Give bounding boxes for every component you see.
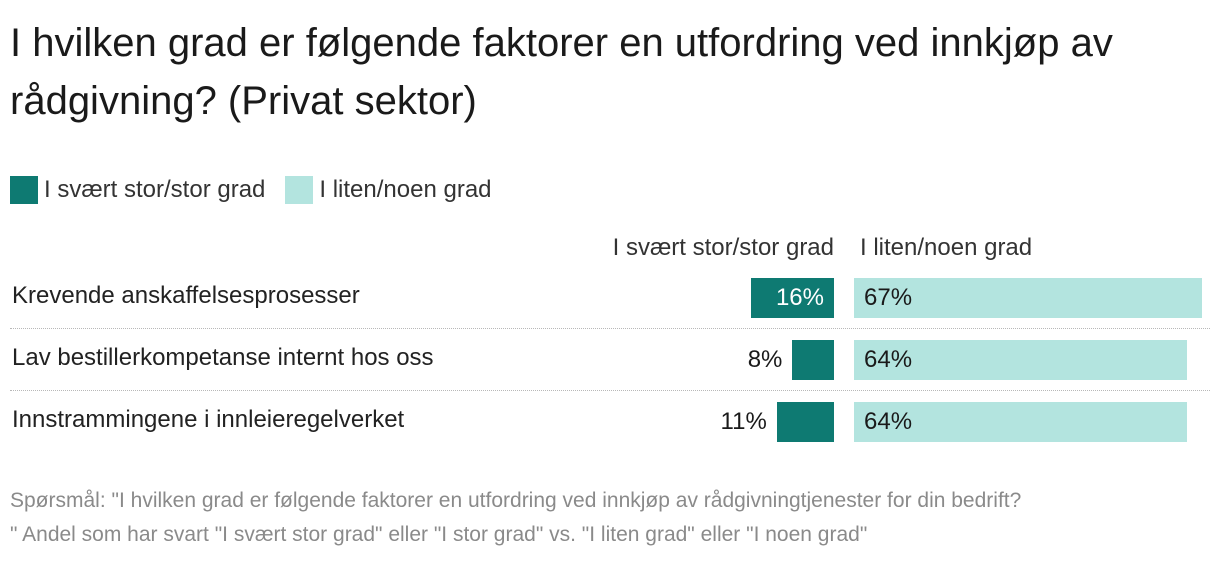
chart-title: I hvilken grad er følgende faktorer en u… <box>10 21 1113 123</box>
row-separator <box>10 328 1210 329</box>
legend-item-high: I svært stor/stor grad <box>10 176 265 204</box>
footnote: Spørsmål: "I hvilken grad er følgende fa… <box>10 484 1210 552</box>
legend-label-high: I svært stor/stor grad <box>44 176 266 203</box>
legend: I svært stor/stor grad I liten/noen grad <box>10 174 512 206</box>
legend-label-low: I liten/noen grad <box>319 176 492 203</box>
bar-high <box>792 340 834 380</box>
bar-high <box>776 402 834 442</box>
bar-low <box>854 278 1203 318</box>
legend-swatch-low <box>285 176 314 204</box>
bar-low <box>854 402 1187 442</box>
data-label-low: 67% <box>864 284 913 311</box>
legend-item-low: I liten/noen grad <box>285 176 492 204</box>
column-header-high: I svært stor/stor grad <box>612 234 834 261</box>
column-header-low: I liten/noen grad <box>860 234 1033 261</box>
bar-high <box>750 278 834 318</box>
data-label-low: 64% <box>864 346 913 373</box>
bar-low <box>854 340 1187 380</box>
footnote-line-1: Spørsmål: "I hvilken grad er følgende fa… <box>10 489 1022 512</box>
category-label: Lav bestillerkompetanse internt hos oss <box>12 344 434 371</box>
data-label-high: 8% <box>747 346 783 373</box>
legend-swatch-high <box>10 176 38 204</box>
row-separator <box>10 390 1210 391</box>
category-label: Krevende anskaffelsesprosesser <box>12 282 360 309</box>
data-label-low: 64% <box>864 408 913 435</box>
data-label-high: 16% <box>775 284 824 311</box>
data-label-high: 11% <box>720 408 767 435</box>
category-label: Innstrammingene i innleieregelverket <box>12 406 405 433</box>
footnote-line-2: " Andel som har svart "I svært stor grad… <box>10 523 868 546</box>
